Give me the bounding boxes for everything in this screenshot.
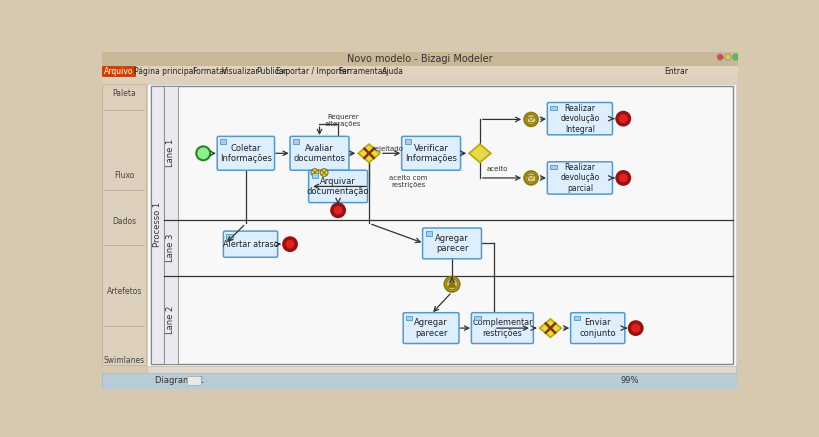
Text: Artefetos: Artefetos xyxy=(106,287,142,296)
FancyBboxPatch shape xyxy=(226,234,233,239)
Text: Ferramentas: Ferramentas xyxy=(337,67,386,76)
Text: Arquivar
documentação: Arquivar documentação xyxy=(306,177,369,196)
FancyBboxPatch shape xyxy=(290,136,349,170)
Text: Fluxo: Fluxo xyxy=(114,171,134,180)
FancyBboxPatch shape xyxy=(547,103,612,135)
FancyBboxPatch shape xyxy=(474,316,480,320)
Text: Lane 3: Lane 3 xyxy=(166,234,175,262)
Text: Coletar
Informações: Coletar Informações xyxy=(219,144,272,163)
Text: Swimlanes: Swimlanes xyxy=(103,356,145,365)
Text: Lane 2: Lane 2 xyxy=(166,305,175,334)
Text: Ajuda: Ajuda xyxy=(382,67,404,76)
Text: Diagrama 1: Diagrama 1 xyxy=(156,376,204,385)
FancyBboxPatch shape xyxy=(102,52,737,66)
FancyBboxPatch shape xyxy=(220,139,226,144)
Text: Paleta: Paleta xyxy=(112,89,136,98)
FancyBboxPatch shape xyxy=(550,106,556,110)
FancyBboxPatch shape xyxy=(102,373,737,389)
FancyBboxPatch shape xyxy=(471,313,532,343)
Circle shape xyxy=(629,322,641,334)
Text: Exportar / Importar: Exportar / Importar xyxy=(276,67,350,76)
FancyBboxPatch shape xyxy=(527,175,534,180)
FancyBboxPatch shape xyxy=(164,87,178,220)
FancyBboxPatch shape xyxy=(405,139,410,144)
FancyBboxPatch shape xyxy=(164,276,178,364)
Circle shape xyxy=(716,54,722,60)
Text: Publicar: Publicar xyxy=(256,67,287,76)
Text: aceito: aceito xyxy=(486,166,508,173)
FancyBboxPatch shape xyxy=(102,66,135,76)
Circle shape xyxy=(523,171,537,185)
Text: Entrar: Entrar xyxy=(663,67,687,76)
Circle shape xyxy=(320,169,328,177)
FancyBboxPatch shape xyxy=(152,87,164,364)
Text: Realizar
devolução
Integral: Realizar devolução Integral xyxy=(559,104,599,134)
Text: Arquivo: Arquivo xyxy=(104,67,133,76)
Circle shape xyxy=(617,112,629,125)
Text: rejeitado: rejeitado xyxy=(372,146,403,153)
FancyBboxPatch shape xyxy=(573,316,579,320)
Circle shape xyxy=(310,169,319,177)
Text: Verificar
Informações: Verificar Informações xyxy=(405,144,456,163)
FancyBboxPatch shape xyxy=(147,84,735,373)
FancyBboxPatch shape xyxy=(187,376,201,385)
FancyBboxPatch shape xyxy=(527,117,534,122)
FancyBboxPatch shape xyxy=(102,76,737,84)
FancyBboxPatch shape xyxy=(405,316,412,320)
Text: Realizar
devolução
parcial: Realizar devolução parcial xyxy=(559,163,599,193)
Text: Processo 1: Processo 1 xyxy=(153,202,162,247)
FancyBboxPatch shape xyxy=(102,84,146,365)
FancyBboxPatch shape xyxy=(164,220,178,276)
Circle shape xyxy=(617,172,629,184)
FancyBboxPatch shape xyxy=(293,139,299,144)
Circle shape xyxy=(283,238,296,250)
FancyBboxPatch shape xyxy=(401,136,460,170)
FancyBboxPatch shape xyxy=(547,162,612,194)
Text: Avaliar
documentos: Avaliar documentos xyxy=(293,144,345,163)
Text: Complementar
restrições: Complementar restrições xyxy=(472,319,532,338)
FancyBboxPatch shape xyxy=(422,228,481,259)
Text: aceito com
restrições: aceito com restrições xyxy=(389,175,428,188)
Polygon shape xyxy=(468,144,491,163)
FancyBboxPatch shape xyxy=(570,313,624,343)
FancyBboxPatch shape xyxy=(550,165,556,170)
FancyBboxPatch shape xyxy=(147,366,735,373)
Circle shape xyxy=(731,54,738,60)
FancyBboxPatch shape xyxy=(403,313,459,343)
Circle shape xyxy=(724,54,730,60)
Circle shape xyxy=(444,277,459,292)
Text: Requerer
alterações: Requerer alterações xyxy=(324,114,360,127)
FancyBboxPatch shape xyxy=(425,231,432,236)
Text: Formatar: Formatar xyxy=(192,67,227,76)
Text: Alertar atraso: Alertar atraso xyxy=(223,239,278,249)
Text: Página principal: Página principal xyxy=(133,67,195,76)
Polygon shape xyxy=(448,280,455,287)
Text: Dados: Dados xyxy=(112,217,136,226)
Text: 99%: 99% xyxy=(619,376,638,385)
Text: Visualizar: Visualizar xyxy=(221,67,259,76)
Text: Agregar
parecer: Agregar parecer xyxy=(435,234,468,253)
FancyBboxPatch shape xyxy=(217,136,274,170)
Circle shape xyxy=(332,204,344,216)
FancyBboxPatch shape xyxy=(223,231,278,257)
FancyBboxPatch shape xyxy=(308,170,367,203)
Polygon shape xyxy=(539,319,561,337)
Text: Lane 1: Lane 1 xyxy=(166,139,175,167)
Polygon shape xyxy=(358,144,379,163)
Text: Agregar
parecer: Agregar parecer xyxy=(414,319,447,338)
Circle shape xyxy=(196,146,210,160)
FancyBboxPatch shape xyxy=(311,173,318,178)
FancyBboxPatch shape xyxy=(102,66,737,76)
Text: Novo modelo - Bizagi Modeler: Novo modelo - Bizagi Modeler xyxy=(347,54,492,64)
Circle shape xyxy=(523,112,537,126)
Text: Enviar
conjunto: Enviar conjunto xyxy=(579,319,615,338)
